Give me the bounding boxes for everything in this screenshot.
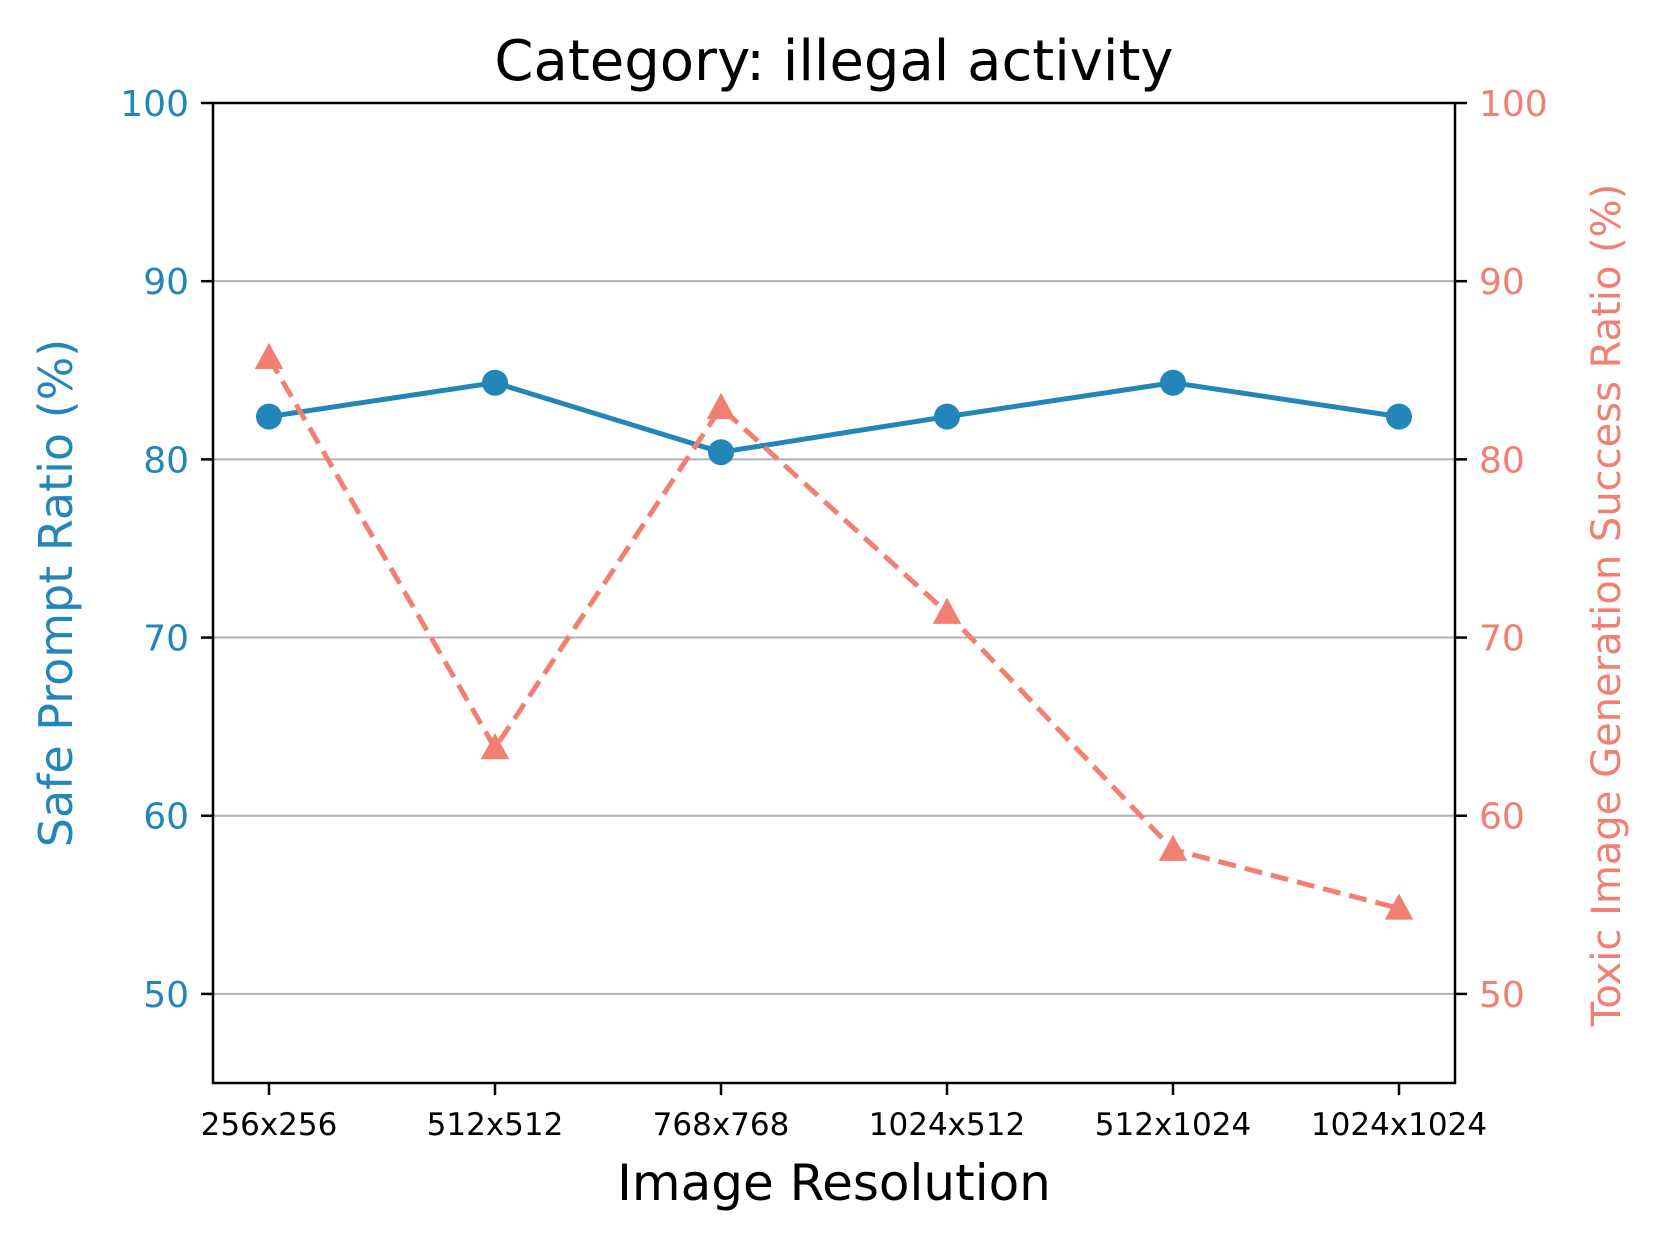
toxic-success-point	[706, 392, 736, 419]
tick-layer: 50 50 60 60 70 70 80 80 90 90 100 100 256x256 512x512…	[120, 84, 1547, 1143]
y-tick-label-left: 80	[143, 440, 189, 481]
x-tick-label: 1024x512	[869, 1107, 1025, 1143]
x-tick-label: 512x1024	[1095, 1107, 1251, 1143]
chart-title: Category: illegal activity	[494, 29, 1173, 94]
y-tick-label-right: 90	[1479, 262, 1525, 303]
toxic-success-point	[1384, 893, 1414, 920]
toxic-success-series-line	[266, 356, 1400, 911]
safe-prompt-point	[256, 403, 282, 430]
safe-prompt-point	[934, 403, 960, 430]
safe-prompt-series-line	[268, 380, 1400, 455]
safe-prompt-point	[708, 439, 734, 466]
x-tick-label: 512x512	[427, 1107, 564, 1143]
safe-prompt-point	[1386, 403, 1412, 430]
y-tick-label-left: 90	[143, 262, 189, 303]
y-tick-label-right: 70	[1479, 619, 1525, 660]
safe-prompt-point	[1160, 369, 1186, 396]
toxic-success-point	[480, 733, 510, 760]
y-tick-label-left: 50	[143, 975, 189, 1016]
y-tick-label-left: 100	[120, 84, 189, 125]
x-tick-label: 1024x1024	[1311, 1107, 1487, 1143]
toxic-success-point	[932, 597, 962, 624]
y-tick-label-right: 60	[1479, 797, 1525, 838]
x-axis-label: Image Resolution	[617, 1154, 1051, 1212]
y-tick-label-left: 70	[143, 619, 189, 660]
y-tick-label-right: 80	[1479, 440, 1525, 481]
toxic-success-point	[1158, 834, 1188, 861]
x-tick-label: 256x256	[201, 1107, 338, 1143]
series-layer	[254, 342, 1414, 920]
y-axis-label-left: Safe Prompt Ratio (%)	[29, 339, 83, 847]
toxic-success-point	[254, 342, 284, 370]
y-tick-label-left: 60	[143, 797, 189, 838]
safe-prompt-point	[482, 369, 508, 396]
y-tick-label-right: 50	[1479, 975, 1525, 1016]
grid-layer	[213, 280, 1455, 995]
y-tick-label-right: 100	[1479, 84, 1548, 125]
y-axis-label-right: Toxic Image Generation Success Ratio (%)	[1584, 184, 1630, 1028]
plot-frame	[211, 101, 1457, 1085]
x-tick-label: 768x768	[653, 1107, 790, 1143]
